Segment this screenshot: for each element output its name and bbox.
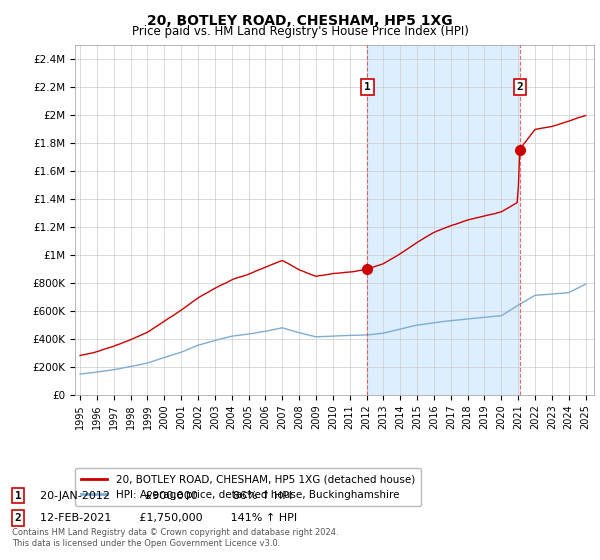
Text: 1: 1 [364, 82, 371, 92]
Bar [367, 45, 520, 395]
Text: 1: 1 [14, 491, 22, 501]
Text: 20, BOTLEY ROAD, CHESHAM, HP5 1XG: 20, BOTLEY ROAD, CHESHAM, HP5 1XG [147, 14, 453, 28]
Text: Contains HM Land Registry data © Crown copyright and database right 2024.
This d: Contains HM Land Registry data © Crown c… [12, 528, 338, 548]
Text: 2: 2 [14, 513, 22, 523]
Text: 2: 2 [517, 82, 524, 92]
Text: Price paid vs. HM Land Registry's House Price Index (HPI): Price paid vs. HM Land Registry's House … [131, 25, 469, 38]
Text: 20-JAN-2012          £900,000          86% ↑ HPI: 20-JAN-2012 £900,000 86% ↑ HPI [33, 491, 292, 501]
Legend: 20, BOTLEY ROAD, CHESHAM, HP5 1XG (detached house), HPI: Average price, detached: 20, BOTLEY ROAD, CHESHAM, HP5 1XG (detac… [75, 468, 421, 506]
Text: 12-FEB-2021        £1,750,000        141% ↑ HPI: 12-FEB-2021 £1,750,000 141% ↑ HPI [33, 513, 297, 523]
